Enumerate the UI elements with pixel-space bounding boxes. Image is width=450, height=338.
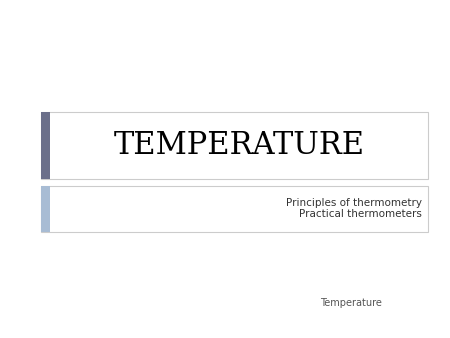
Bar xyxy=(40,186,50,232)
Bar xyxy=(40,112,50,179)
Text: TEMPERATURE: TEMPERATURE xyxy=(113,130,364,161)
Bar xyxy=(40,186,428,232)
Text: Practical thermometers: Practical thermometers xyxy=(299,209,422,219)
Text: Temperature: Temperature xyxy=(320,297,382,308)
Bar xyxy=(40,112,428,179)
Text: Principles of thermometry: Principles of thermometry xyxy=(286,198,422,208)
